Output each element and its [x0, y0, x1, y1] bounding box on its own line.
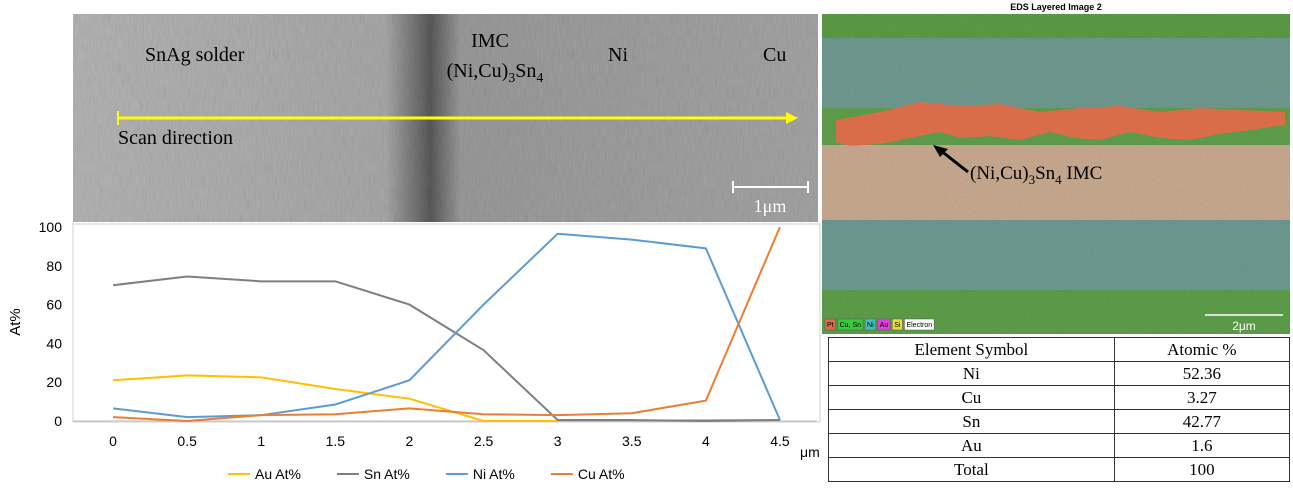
formula-part: Sn — [1035, 163, 1056, 184]
formula-part: (Ni,Cu) — [970, 163, 1029, 184]
y-tick-label: 60 — [46, 297, 62, 313]
eds-solder — [822, 14, 1290, 38]
x-tick-label: 0 — [109, 433, 117, 449]
formula-part: IMC — [1062, 163, 1103, 184]
eds-ni-band — [822, 38, 1290, 108]
x-tick-label: 4 — [702, 433, 710, 449]
x-axis-label: μm — [800, 444, 820, 460]
sem-label: IMC — [471, 30, 509, 52]
scale-label: 1μm — [754, 196, 787, 216]
x-tick-label: 1 — [257, 433, 265, 449]
x-tick-label: 0.5 — [177, 433, 197, 449]
scale-label: 2μm — [1232, 319, 1256, 333]
formula-part: (Ni,Cu) — [447, 60, 509, 82]
table-cell: 100 — [1114, 458, 1289, 482]
eds-legend-label: Si — [894, 322, 901, 329]
table-cell: Cu — [829, 386, 1115, 410]
eds-ni-band — [822, 220, 1290, 290]
table-header: Element Symbol Atomic % — [829, 338, 1290, 362]
table-cell: 3.27 — [1114, 386, 1289, 410]
eds-image: EDS Layered Image 2 (Ni,Cu)3Sn4 IMC Pt Cu… — [822, 2, 1290, 334]
series-line — [113, 375, 780, 421]
y-tick-label: 80 — [46, 258, 62, 274]
eds-legend-label: Electron — [906, 322, 932, 329]
table-cell: Total — [829, 458, 1115, 482]
legend-label: Cu At% — [578, 466, 625, 482]
y-tick-label: 0 — [54, 413, 62, 429]
table-cell: Au — [829, 434, 1115, 458]
table-cell: Ni — [829, 362, 1115, 386]
eds-annotation: (Ni,Cu)3Sn4 IMC — [970, 163, 1102, 187]
header-cell: Element Symbol — [829, 338, 1115, 362]
line-chart: 0 20 40 60 80 100 0 0.5 1 1.5 2 2.5 3 3.5 4 4.5 Au At% Sn… — [39, 219, 817, 482]
eds-legend-label: Au — [880, 322, 889, 329]
table-cell: 42.77 — [1114, 410, 1289, 434]
page: SnAg solder IMC (Ni,Cu)3Sn4 Ni Cu Scan d… — [0, 0, 1293, 489]
series-line — [113, 227, 780, 421]
formula-sub: 4 — [536, 71, 543, 86]
y-tick-label: 40 — [46, 335, 62, 351]
header-cell: Atomic % — [1114, 338, 1289, 362]
sem-label: Scan direction — [118, 127, 233, 149]
legend-label: Au At% — [255, 466, 301, 482]
eds-legend-label: Pt — [827, 322, 834, 329]
x-tick-label: 1.5 — [326, 433, 346, 449]
x-tick-label: 4.5 — [770, 433, 790, 449]
legend-label: Sn At% — [364, 466, 410, 482]
y-axis-label: At% — [7, 308, 24, 336]
series-line — [113, 276, 780, 421]
legend-label: Ni At% — [473, 466, 515, 482]
formula-sub: 3 — [508, 71, 515, 86]
sem-label: Cu — [763, 44, 786, 66]
eds-title: EDS Layered Image 2 — [1010, 2, 1102, 12]
eds-legend: Pt Cu, Sn Ni Au Si Electron — [825, 319, 934, 330]
table-cell: 1.6 — [1114, 434, 1289, 458]
sem-label: SnAg solder — [145, 44, 245, 66]
sem-label: Ni — [608, 44, 628, 66]
eds-legend-label: Ni — [867, 322, 874, 329]
y-tick-label: 20 — [46, 374, 62, 390]
x-tick-label: 2.5 — [474, 433, 494, 449]
x-tick-label: 2 — [406, 433, 414, 449]
eds-legend-label: Cu, Sn — [840, 322, 862, 329]
table-cell: Sn — [829, 410, 1115, 434]
x-tick-label: 3.5 — [622, 433, 642, 449]
y-tick-label: 100 — [39, 219, 63, 235]
sem-image: SnAg solder IMC (Ni,Cu)3Sn4 Ni Cu Scan d… — [73, 14, 818, 222]
x-tick-label: 3 — [554, 433, 562, 449]
table-cell: 52.36 — [1114, 362, 1289, 386]
formula-part: Sn — [515, 60, 536, 82]
